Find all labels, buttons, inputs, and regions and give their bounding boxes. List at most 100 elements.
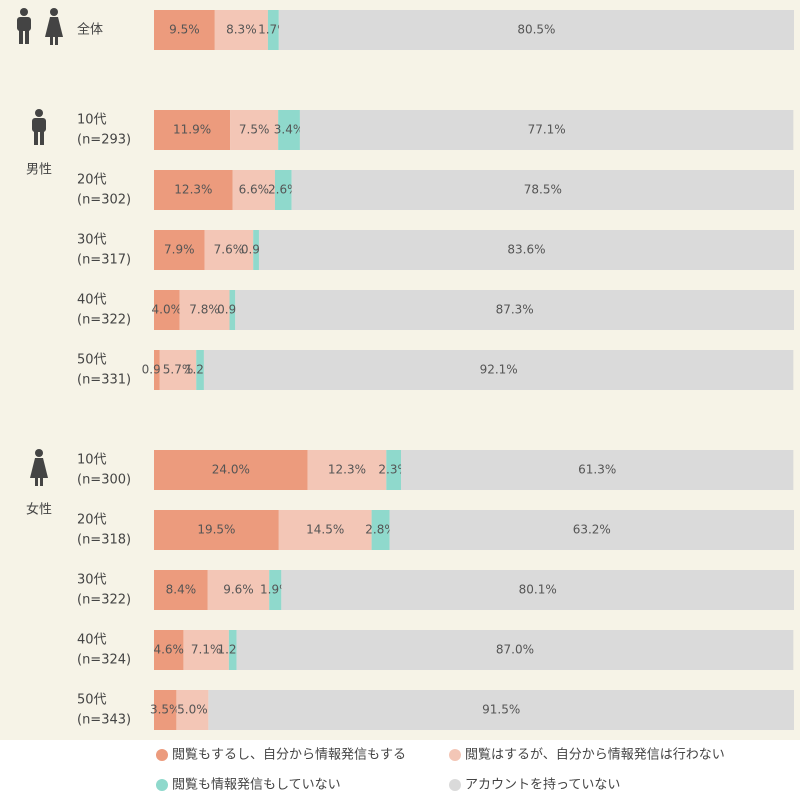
legend-label: 閲覧はするが、自分から情報発信は行わない (465, 747, 725, 763)
bar-segment (401, 450, 794, 490)
value-label: 9.5% (169, 23, 200, 37)
category-label: 全体 (77, 22, 103, 38)
value-label: 78.5% (524, 183, 562, 197)
bar-segment (307, 450, 387, 490)
value-label: 12.3% (174, 183, 212, 197)
value-label: 12.3% (328, 463, 366, 477)
bar-segment (278, 510, 372, 550)
value-label: 3.4% (274, 123, 305, 137)
group-label: 男性 (26, 163, 52, 178)
bar-segment (281, 570, 794, 610)
bar-segment (267, 10, 279, 50)
category-label: 40代 (77, 293, 107, 308)
legend-marker (449, 749, 461, 761)
category-label: 20代 (77, 513, 107, 528)
bar-segment (371, 510, 390, 550)
sample-label: (n=331) (77, 373, 131, 388)
bar-segment (154, 450, 308, 490)
bar-segment (154, 630, 184, 670)
bar-segment (235, 290, 794, 330)
sample-label: (n=300) (77, 473, 131, 488)
value-label: 87.0% (496, 643, 534, 657)
category-label: 30代 (77, 233, 107, 248)
legend-label: 閲覧も情報発信もしていない (172, 777, 341, 793)
sample-label: (n=322) (77, 593, 131, 608)
legend-marker (449, 779, 461, 791)
value-label: 63.2% (573, 523, 611, 537)
bar-segment (389, 510, 794, 550)
bar-segment (274, 170, 292, 210)
value-label: 61.3% (578, 463, 616, 477)
value-label: 92.1% (480, 363, 518, 377)
category-label: 20代 (77, 173, 107, 188)
value-label: 8.3% (226, 23, 257, 37)
value-label: 2.8% (365, 523, 396, 537)
value-label: 14.5% (306, 523, 344, 537)
value-label: 91.5% (482, 703, 520, 717)
bar-segment (179, 290, 230, 330)
bar-segment (258, 230, 795, 270)
bar-segment (278, 10, 794, 50)
bar-segment (196, 350, 204, 390)
category-label: 30代 (77, 573, 107, 588)
bar-segment (154, 110, 231, 150)
sample-label: (n=293) (77, 133, 131, 148)
bar-segment (176, 690, 209, 730)
bar-segment (228, 630, 237, 670)
sample-label: (n=318) (77, 533, 131, 548)
value-label: 7.5% (239, 123, 270, 137)
sample-label: (n=343) (77, 713, 131, 728)
bar-segment (299, 110, 794, 150)
category-label: 40代 (77, 633, 107, 648)
value-label: 80.1% (519, 583, 557, 597)
bar-segment (208, 690, 794, 730)
bar-segment (183, 630, 229, 670)
icon-all (17, 8, 63, 45)
value-label: 2.6% (268, 183, 299, 197)
category-label: 50代 (77, 693, 107, 708)
value-label: 80.5% (517, 23, 555, 37)
category-label: 10代 (77, 113, 107, 128)
value-label: 7.6% (214, 243, 245, 257)
icon-male (32, 109, 46, 145)
bar-segment (253, 230, 259, 270)
value-label: 77.1% (528, 123, 566, 137)
bar-segment (269, 570, 282, 610)
bar-segment (154, 10, 215, 50)
value-label: 19.5% (197, 523, 235, 537)
value-label: 24.0% (212, 463, 250, 477)
value-label: 8.4% (166, 583, 197, 597)
value-label: 9.6% (223, 583, 254, 597)
bar-segment (230, 110, 279, 150)
legend-marker (156, 749, 168, 761)
value-label: 7.1% (191, 643, 222, 657)
bar-segment (159, 350, 197, 390)
value-label: 7.9% (164, 243, 195, 257)
sample-label: (n=317) (77, 253, 131, 268)
value-label: 7.8% (189, 303, 220, 317)
bar-segment (154, 570, 208, 610)
bar-segment (154, 230, 205, 270)
bar-segment (386, 450, 402, 490)
legend-marker (156, 779, 168, 791)
bar-segment (291, 170, 794, 210)
bar-segment (207, 570, 270, 610)
bar-segment (154, 350, 160, 390)
bar-segment (203, 350, 794, 390)
bar-segment (154, 690, 177, 730)
category-label: 10代 (77, 453, 107, 468)
value-label: 87.3% (496, 303, 534, 317)
bar-segment (232, 170, 275, 210)
sample-label: (n=324) (77, 653, 131, 668)
bar-segment (236, 630, 794, 670)
bar-segment (229, 290, 236, 330)
bar-segment (154, 510, 279, 550)
value-label: 83.6% (507, 243, 545, 257)
sample-label: (n=322) (77, 313, 131, 328)
value-label: 11.9% (173, 123, 211, 137)
legend-label: 閲覧もするし、自分から情報発信もする (172, 747, 406, 763)
value-label: 4.0% (152, 303, 183, 317)
value-label: 6.6% (239, 183, 270, 197)
value-label: 5.0% (177, 703, 208, 717)
